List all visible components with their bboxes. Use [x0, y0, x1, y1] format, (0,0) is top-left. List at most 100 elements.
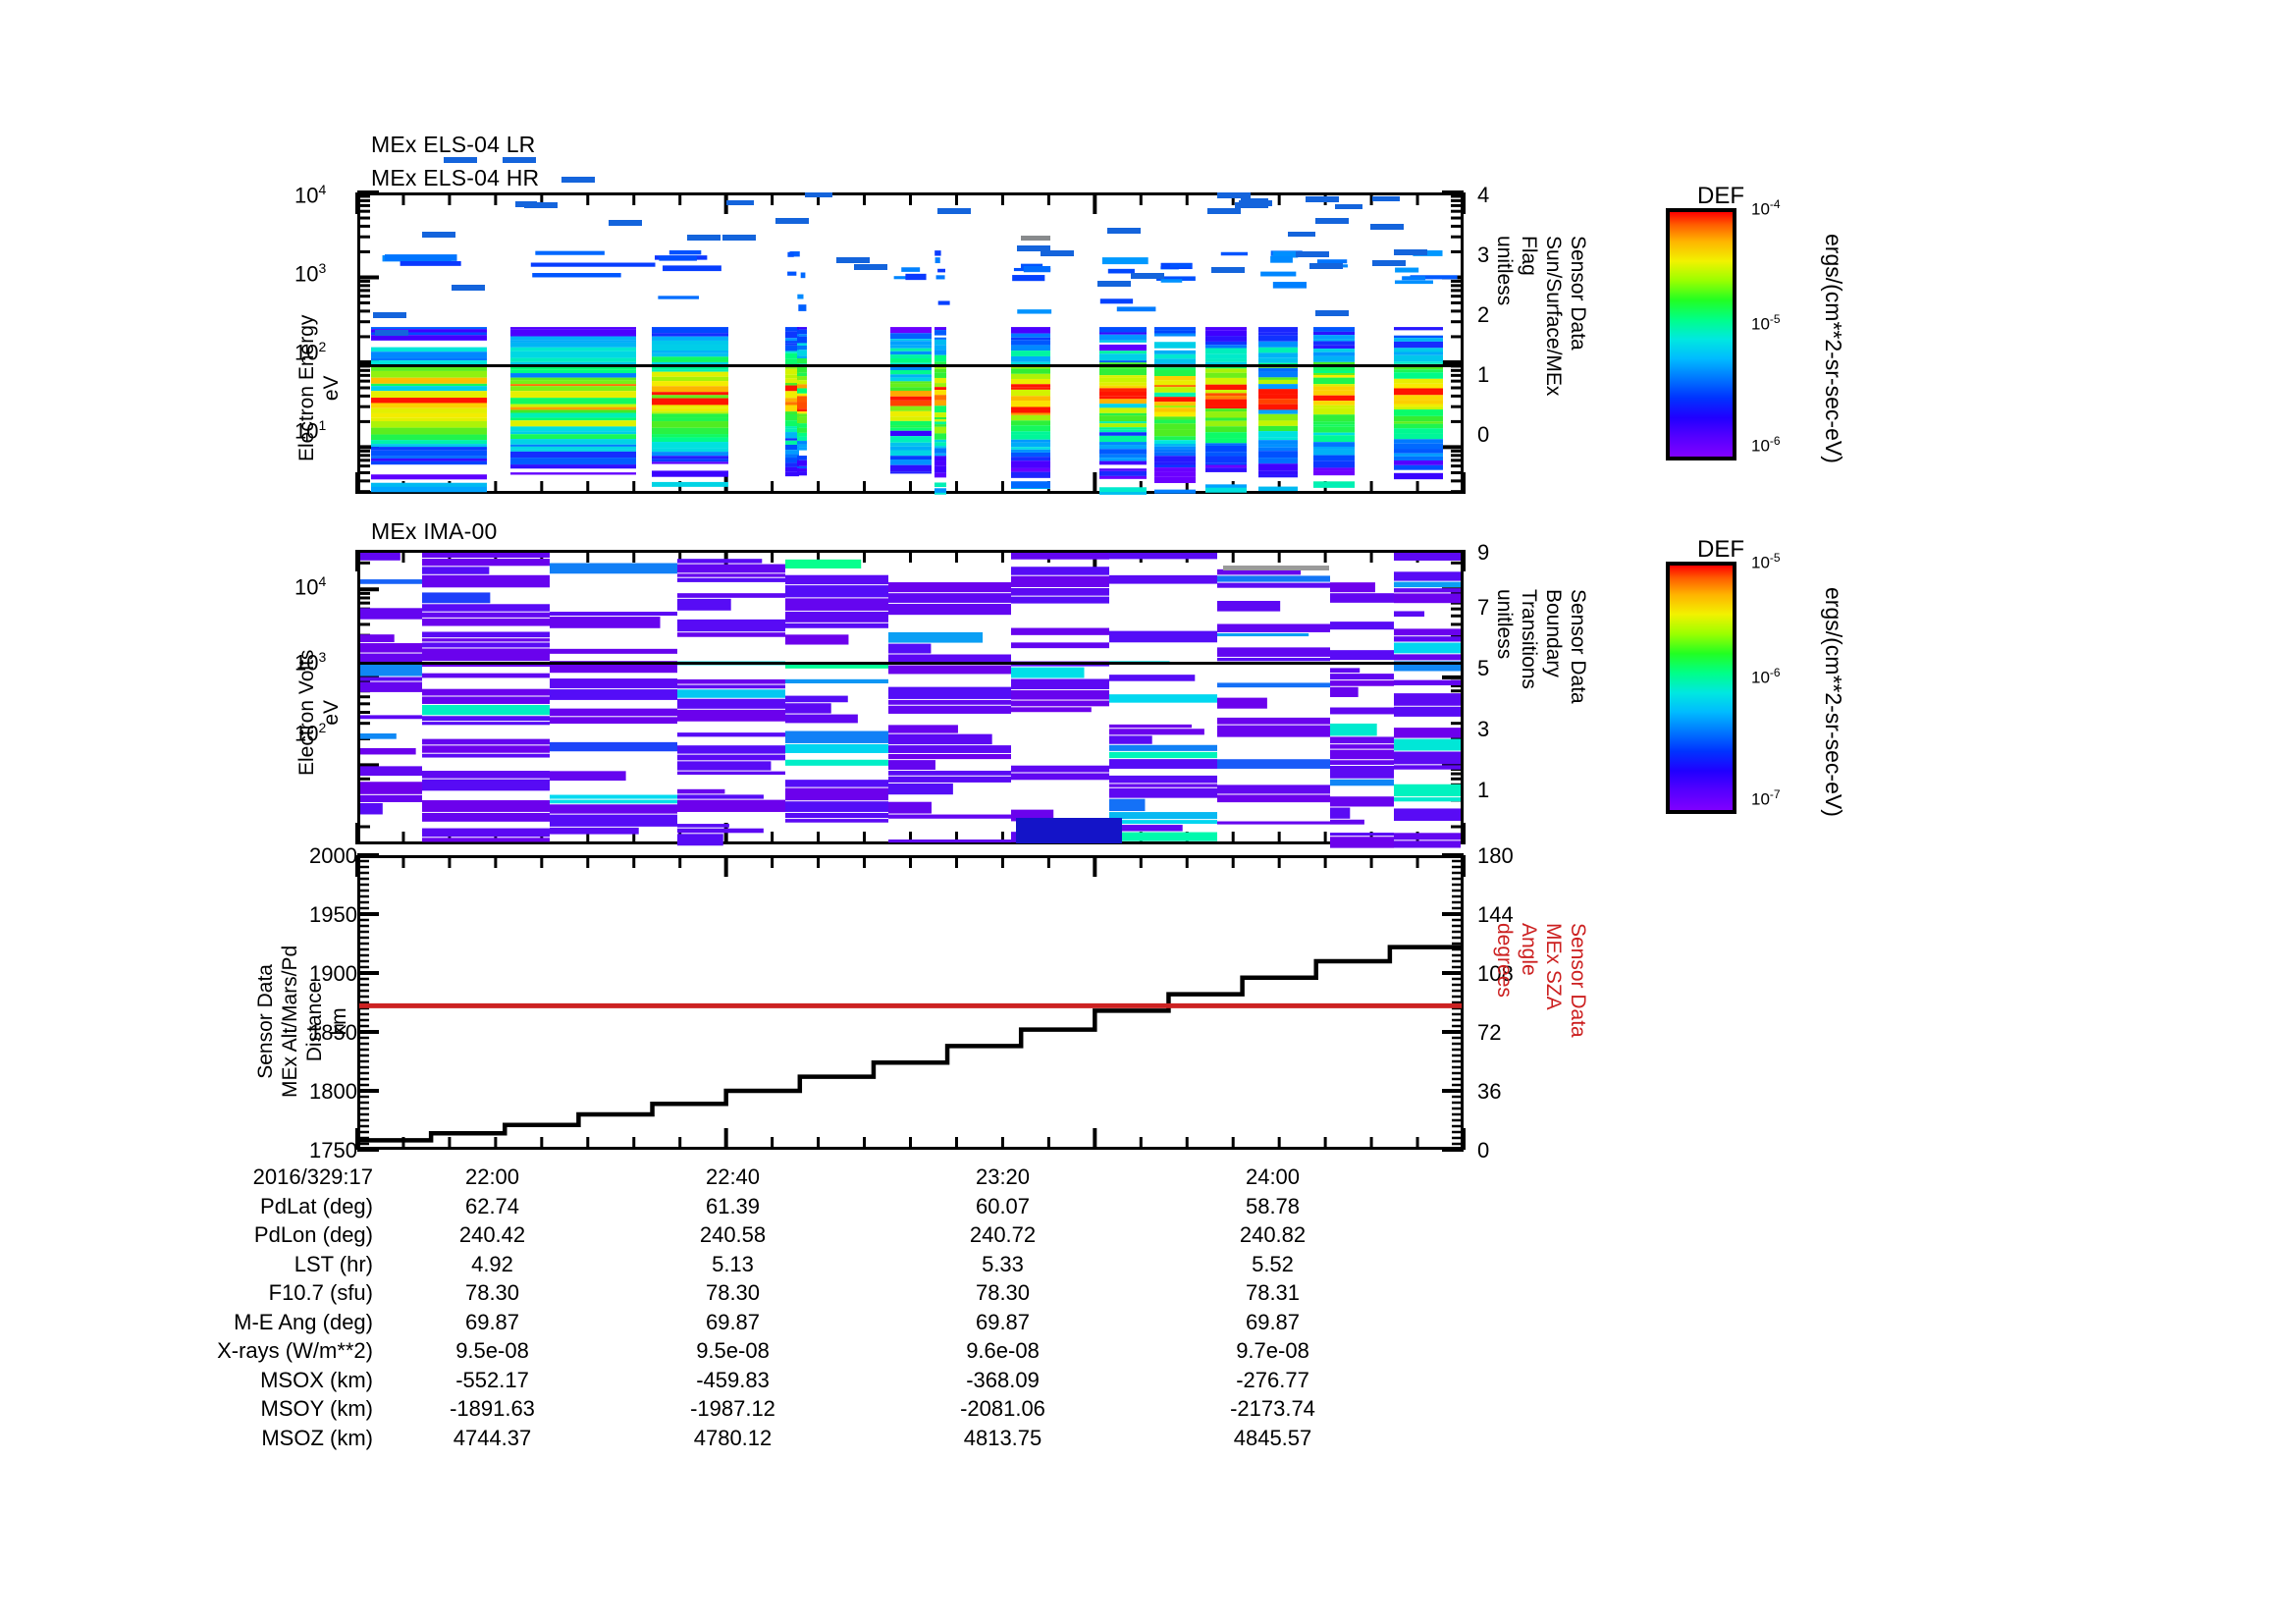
panel1-plot-frame[interactable] [357, 192, 1464, 494]
table-cell: 4744.37 [453, 1425, 532, 1450]
table-cell: 5.52 [1252, 1251, 1294, 1276]
panel3-ytick-1800: 1800 [309, 1079, 357, 1104]
table-cell: 58.78 [1245, 1193, 1301, 1218]
panel2-right-label-line4: unitless [1493, 589, 1516, 660]
panel3-ytick-2000: 2000 [309, 843, 357, 868]
table-cell: 69.87 [464, 1309, 520, 1334]
colorbar1-unit-label: ergs/(cm**2-sr-sec-eV) [1821, 234, 1846, 463]
table-cell: -368.09 [966, 1367, 1040, 1392]
panel1-ytick-1e1: 101 [294, 417, 327, 444]
table-cell: 240.58 [699, 1222, 767, 1247]
colorbar1-tick-bot: 10-6 [1751, 434, 1781, 456]
panel3-rtick-180: 180 [1477, 843, 1514, 868]
table-cell: 78.30 [975, 1280, 1031, 1305]
ephemeris-table-body: 2016/329:17 22:00 22:40 23:20 24:00 PdLat (de… [137, 1163, 1408, 1452]
panel1-title-hr: MEx ELS-04 HR [371, 165, 540, 190]
table-cell: -276.77 [1236, 1367, 1309, 1392]
panel1-right-label-line2: Sun/Surface/MEx [1542, 236, 1565, 397]
table-cell: -2081.06 [960, 1396, 1045, 1421]
panel3-rtick-72: 72 [1477, 1020, 1502, 1045]
panel3-rtick-108: 108 [1477, 961, 1514, 986]
table-row: MSOY (km) -1891.63 -1987.12 -2081.06 -2173.7… [137, 1394, 1408, 1424]
table-cell: 4813.75 [963, 1425, 1042, 1450]
panel2-plot-frame[interactable] [357, 550, 1464, 844]
panel3-rtick-36: 36 [1477, 1079, 1502, 1104]
table-cell: 5.13 [712, 1251, 754, 1276]
table-cell: 9.5e-08 [696, 1338, 770, 1363]
panel3-ytick-1950: 1950 [309, 902, 357, 927]
panel1-ytick-1e3: 103 [294, 260, 327, 287]
table-cell: 240.82 [1239, 1222, 1307, 1247]
colorbar2-tick-top: 10-5 [1751, 551, 1781, 572]
table-cell: 23:20 [975, 1164, 1031, 1189]
panel2-ytick-1e4: 104 [294, 573, 327, 600]
panel2-rtick-7: 7 [1477, 595, 1490, 620]
table-cell: 4845.57 [1233, 1425, 1312, 1450]
table-row-label: LST (hr) [294, 1251, 373, 1276]
panel2-rtick-1: 1 [1477, 778, 1490, 802]
table-row-label: MSOX (km) [260, 1367, 373, 1392]
table-cell: 24:00 [1245, 1164, 1301, 1189]
panel3-ylabel-line1: Sensor Data [254, 964, 277, 1079]
panel1-rtick-4: 4 [1477, 183, 1490, 207]
panel3-ytick-1850: 1850 [309, 1020, 357, 1045]
table-cell: 78.31 [1245, 1280, 1301, 1305]
colorbar2-tick-mid: 10-6 [1751, 666, 1781, 687]
table-row: F10.7 (sfu) 78.30 78.30 78.30 78.31 [137, 1278, 1408, 1308]
panel3-ytick-1750: 1750 [309, 1138, 357, 1163]
panel2-rtick-3: 3 [1477, 717, 1490, 741]
panel1-rtick-0: 0 [1477, 422, 1490, 447]
panel3-right-label-line1: Sensor Data [1567, 923, 1589, 1038]
table-row: 2016/329:17 22:00 22:40 23:20 24:00 [137, 1163, 1408, 1192]
panel3-rtick-0: 0 [1477, 1138, 1490, 1163]
panel2-ytick-1e2: 102 [294, 720, 327, 746]
table-row: MSOX (km) -552.17 -459.83 -368.09 -276.77 [137, 1366, 1408, 1395]
table-cell: 62.74 [464, 1193, 520, 1218]
table-row: PdLon (deg) 240.42 240.58 240.72 240.82 [137, 1220, 1408, 1250]
table-cell: 60.07 [975, 1193, 1031, 1218]
panel2-right-label: Sensor Data Boundary Transitions unitles… [1492, 589, 1590, 704]
panel1-title-lr: MEx ELS-04 LR [371, 132, 536, 157]
colorbar1-tick-mid: 10-5 [1751, 312, 1781, 334]
ephemeris-table: 2016/329:17 22:00 22:40 23:20 24:00 PdLat (de… [137, 1163, 1408, 1452]
colorbar2-title: DEF [1697, 536, 1744, 563]
table-cell: 78.30 [464, 1280, 520, 1305]
panel1-ytick-1e2: 102 [294, 339, 327, 365]
table-row: X-rays (W/m**2) 9.5e-08 9.5e-08 9.6e-08 9.7e… [137, 1336, 1408, 1366]
panel2-right-label-line3: Transitions [1518, 589, 1540, 689]
panel3-right-label: Sensor Data MEx SZA Angle degrees [1492, 923, 1590, 1038]
panel1-rtick-2: 2 [1477, 302, 1490, 327]
panel3-right-label-line2: MEx SZA [1542, 923, 1565, 1010]
panel1-right-label: Sensor Data Sun/Surface/MEx Flag unitles… [1492, 236, 1590, 396]
table-cell: 240.72 [969, 1222, 1037, 1247]
table-row: LST (hr) 4.92 5.13 5.33 5.52 [137, 1250, 1408, 1279]
table-row: PdLat (deg) 62.74 61.39 60.07 58.78 [137, 1192, 1408, 1221]
table-row-label: PdLon (deg) [253, 1222, 373, 1247]
table-cell: 9.7e-08 [1236, 1338, 1309, 1363]
table-row-label: M-E Ang (deg) [234, 1309, 373, 1334]
panel2-rtick-5: 5 [1477, 656, 1490, 680]
colorbar1-tick-top: 10-4 [1751, 197, 1781, 219]
table-cell: 22:40 [705, 1164, 761, 1189]
colorbar2 [1666, 562, 1736, 814]
table-cell: -552.17 [455, 1367, 529, 1392]
panel2-ytick-1e3: 103 [294, 649, 327, 676]
panel1-right-label-line3: Flag [1518, 236, 1540, 276]
panel2-right-label-line2: Boundary [1542, 589, 1565, 677]
table-cell: -2173.74 [1230, 1396, 1315, 1421]
colorbar2-tick-bot: 10-7 [1751, 787, 1781, 809]
panel3-ytick-1900: 1900 [309, 961, 357, 986]
panel3-plot-frame[interactable] [357, 855, 1464, 1150]
table-row-label: PdLat (deg) [260, 1193, 373, 1218]
table-cell: 9.5e-08 [455, 1338, 529, 1363]
table-row-label: F10.7 (sfu) [268, 1280, 373, 1305]
colorbar2-unit-label: ergs/(cm**2-sr-sec-eV) [1821, 587, 1846, 817]
table-cell: 5.33 [982, 1251, 1024, 1276]
table-cell: 9.6e-08 [966, 1338, 1040, 1363]
table-row-label: 2016/329:17 [252, 1164, 373, 1189]
panel3-ylabel-line2: MEx Alt/Mars/Pd [279, 945, 301, 1098]
panel1-ytick-1e4: 104 [294, 182, 327, 208]
table-cell: 69.87 [1245, 1309, 1301, 1334]
panel2-title: MEx IMA-00 [371, 518, 498, 544]
panel1-rtick-1: 1 [1477, 362, 1490, 387]
